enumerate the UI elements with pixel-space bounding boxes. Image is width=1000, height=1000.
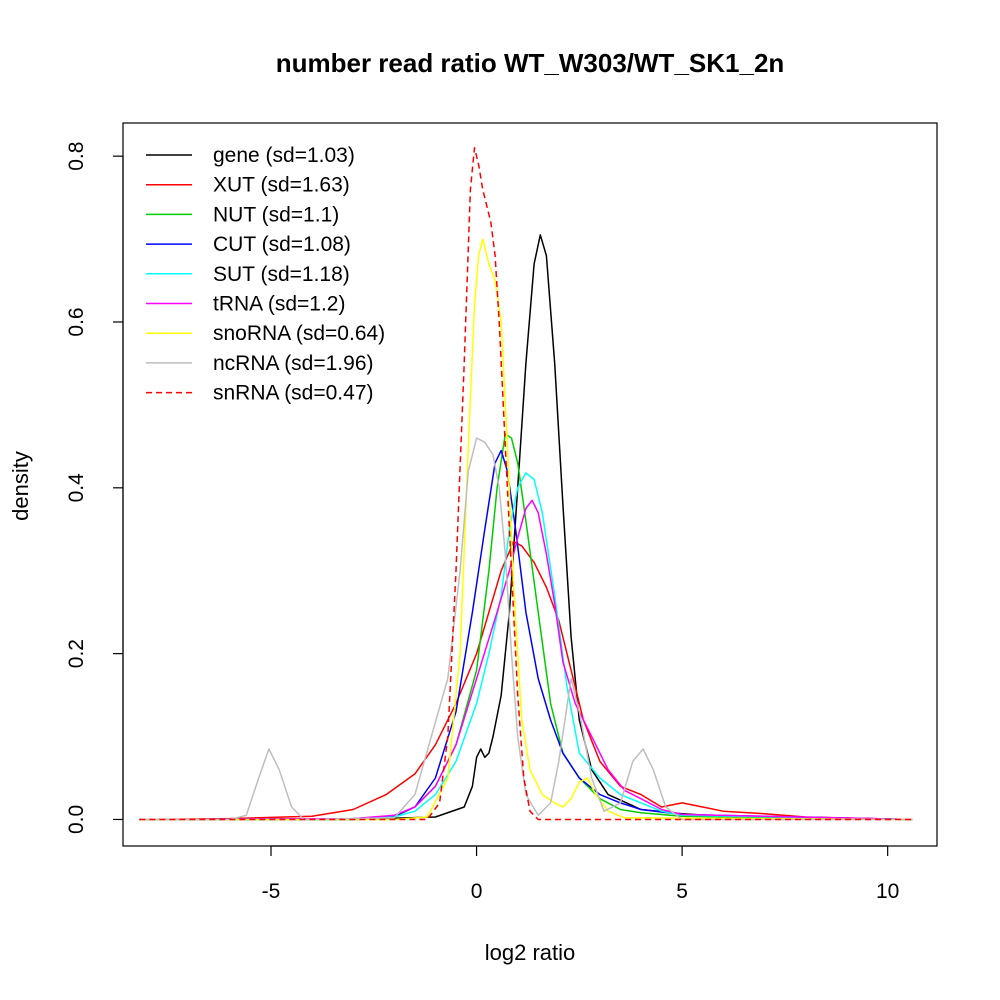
series-line-0	[139, 234, 913, 821]
series-line-8	[139, 147, 913, 821]
series-line-6	[139, 238, 913, 821]
x-tick-label: -5	[262, 880, 281, 903]
x-axis: -5 0 5 10	[262, 845, 899, 903]
legend-label-7: ncRNA (sd=1.96)	[213, 352, 374, 375]
legend-label-8: snRNA (sd=0.47)	[213, 382, 374, 405]
y-tick-label: 0.0	[65, 805, 88, 834]
legend-label-0: gene (sd=1.03)	[213, 144, 355, 167]
legend: gene (sd=1.03) XUT (sd=1.63) NUT (sd=1.1) C…	[146, 144, 385, 405]
x-tick-label: 0	[471, 880, 483, 903]
chart-title: number read ratio WT_W303/WT_SK1_2n	[276, 48, 785, 78]
y-tick-label: 0.8	[65, 142, 88, 171]
series-line-1	[139, 540, 913, 821]
legend-label-5: tRNA (sd=1.2)	[213, 293, 345, 316]
legend-label-1: XUT (sd=1.63)	[213, 174, 350, 197]
series-line-3	[139, 449, 913, 821]
series-line-2	[139, 433, 913, 821]
legend-label-3: CUT (sd=1.08)	[213, 233, 351, 256]
legend-label-4: SUT (sd=1.18)	[213, 263, 350, 286]
y-axis: 0.0 0.2 0.4 0.6 0.8	[65, 142, 124, 834]
series-line-5	[139, 499, 913, 821]
series-line-7	[139, 437, 913, 821]
y-axis-label: density	[8, 451, 33, 521]
series-layer	[139, 147, 913, 821]
legend-label-2: NUT (sd=1.1)	[213, 203, 339, 226]
y-tick-label: 0.2	[65, 639, 88, 668]
x-tick-label: 10	[876, 880, 899, 903]
x-tick-label: 5	[676, 880, 688, 903]
y-tick-label: 0.6	[65, 307, 88, 336]
legend-label-6: snoRNA (sd=0.64)	[213, 322, 385, 345]
x-axis-label: log2 ratio	[485, 940, 576, 965]
y-tick-label: 0.4	[65, 473, 88, 503]
series-line-4	[139, 472, 913, 821]
plot-frame	[122, 122, 938, 847]
